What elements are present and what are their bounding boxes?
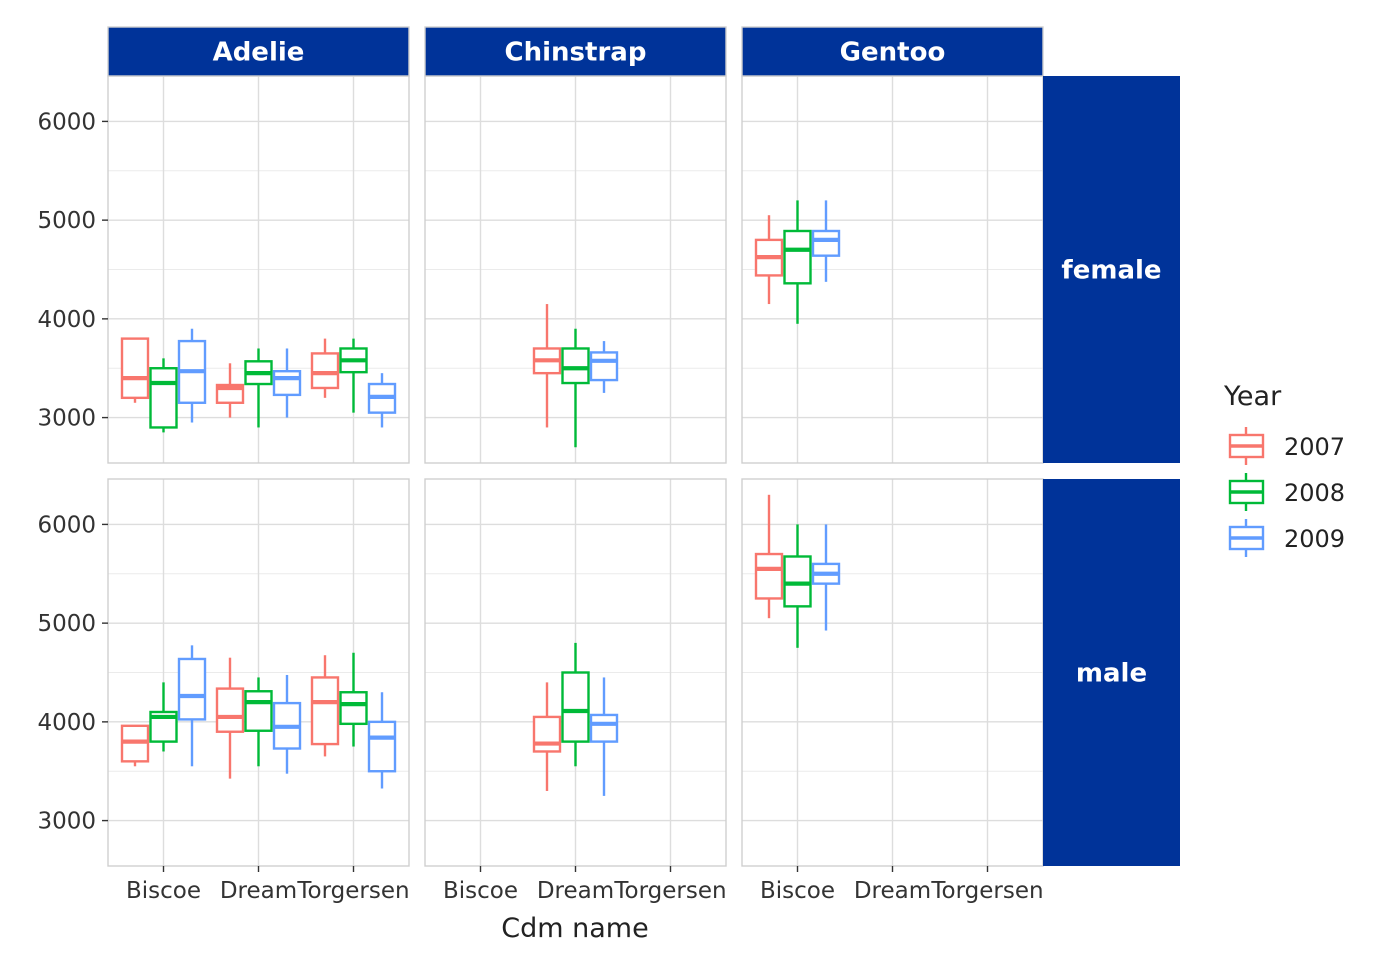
box-body (177, 657, 207, 721)
box-adelie-female-biscoe-2007 (120, 337, 150, 403)
box-adelie-female-torgersen-2008 (339, 338, 368, 413)
y-tick-label: 6000 (37, 109, 96, 135)
box-adelie-male-dream-2008 (244, 677, 273, 767)
x-tick-label: Biscoe (126, 878, 201, 904)
box-gentoo-male-biscoe-2008 (783, 524, 812, 648)
x-tick-label: Torgersen (296, 878, 409, 904)
legend: Year 2007 2008 2009 (1223, 381, 1345, 557)
y-tick-label: 5000 (37, 208, 96, 234)
box-body (561, 347, 590, 385)
y-tick-label: 3000 (37, 406, 96, 432)
legend-label: 2008 (1284, 479, 1345, 507)
box-body (589, 351, 619, 382)
box-body (310, 352, 340, 390)
box-marks (120, 200, 841, 796)
box-chinstrap-female-dream-2008 (561, 328, 590, 448)
box-body (339, 691, 368, 726)
box-adelie-male-torgersen-2009 (367, 692, 397, 789)
x-axes: Biscoe Dream Torgersen Biscoe Dream Torgersen… (126, 866, 1044, 904)
box-gentoo-female-biscoe-2007 (754, 215, 784, 305)
strip-adelie: Adelie (107, 26, 410, 77)
box-adelie-male-dream-2009 (272, 674, 302, 774)
facet-strips: Adelie Chinstrap Gentoo female male (107, 26, 1180, 866)
x-tick-label: Dream (220, 878, 297, 904)
box-adelie-female-biscoe-2008 (149, 358, 178, 433)
box-adelie-female-torgersen-2007 (310, 338, 340, 398)
box-body (244, 690, 273, 732)
box-chinstrap-male-dream-2008 (561, 642, 590, 767)
y-tick-label: 6000 (37, 512, 96, 538)
legend-label: 2007 (1284, 433, 1345, 461)
strip-male: male (1043, 479, 1180, 866)
box-body (811, 229, 841, 257)
box-chinstrap-female-dream-2007 (532, 304, 562, 428)
strip-label: Chinstrap (505, 38, 647, 68)
strip-label: male (1076, 659, 1147, 689)
x-tick-label: Biscoe (443, 878, 518, 904)
box-adelie-male-biscoe-2008 (149, 682, 178, 752)
box-body (754, 552, 784, 600)
box-gentoo-female-biscoe-2009 (811, 200, 841, 282)
strip-background (424, 26, 727, 77)
box-body (783, 555, 812, 608)
x-tick-label: Dream (537, 878, 614, 904)
box-adelie-female-torgersen-2009 (367, 373, 397, 428)
y-tick-label: 4000 (37, 710, 96, 736)
box-adelie-male-dream-2007 (215, 657, 245, 779)
x-axis-title: Cdm name (501, 913, 648, 944)
strip-background (1043, 479, 1180, 866)
box-body (272, 369, 302, 397)
legend-key-2009: 2009 (1228, 519, 1345, 557)
legend-key-2008: 2008 (1228, 473, 1345, 511)
strip-label: Adelie (213, 38, 305, 68)
box-gentoo-female-biscoe-2008 (783, 200, 812, 324)
box-body (589, 713, 619, 743)
box-gentoo-male-biscoe-2007 (754, 494, 784, 619)
box-body (561, 671, 590, 743)
y-tick-label: 3000 (37, 809, 96, 835)
y-tick-label: 4000 (37, 307, 96, 333)
strip-background (107, 26, 410, 77)
box-gentoo-male-biscoe-2009 (811, 524, 841, 631)
box-chinstrap-male-dream-2009 (589, 677, 619, 796)
box-chinstrap-female-dream-2009 (589, 341, 619, 393)
box-adelie-female-dream-2008 (244, 348, 273, 428)
box-body (783, 229, 812, 285)
box-adelie-female-dream-2007 (215, 363, 245, 418)
box-adelie-male-torgersen-2007 (310, 655, 340, 757)
legend-key-2007: 2007 (1228, 427, 1345, 465)
y-axes: 3000 4000 5000 6000 3000 4000 5000 6000 (37, 109, 108, 835)
box-body (532, 715, 562, 753)
box-adelie-male-biscoe-2007 (120, 724, 150, 767)
y-tick-label: 5000 (37, 611, 96, 637)
box-adelie-male-biscoe-2009 (177, 645, 207, 767)
legend-title: Year (1223, 381, 1282, 412)
strip-label: female (1061, 256, 1161, 286)
box-chinstrap-male-dream-2007 (532, 682, 562, 791)
strip-female: female (1043, 76, 1180, 463)
legend-label: 2009 (1284, 525, 1345, 553)
box-body (120, 337, 150, 400)
strip-chinstrap: Chinstrap (424, 26, 727, 77)
box-adelie-female-dream-2009 (272, 348, 302, 418)
strip-gentoo: Gentoo (741, 26, 1044, 77)
box-body (310, 676, 340, 746)
box-body (367, 720, 397, 773)
panel-adelie-male (107, 478, 410, 867)
strip-label: Gentoo (840, 38, 946, 68)
box-adelie-female-biscoe-2009 (177, 328, 207, 423)
x-tick-label: Torgersen (930, 878, 1043, 904)
box-body (149, 367, 178, 429)
x-tick-label: Torgersen (613, 878, 726, 904)
strip-background (741, 26, 1044, 77)
strip-background (1043, 76, 1180, 463)
facet-panels (107, 75, 1044, 867)
x-tick-label: Dream (854, 878, 931, 904)
box-body (215, 687, 245, 733)
box-adelie-male-torgersen-2008 (339, 652, 368, 747)
x-tick-label: Biscoe (760, 878, 835, 904)
panel-gentoo-male (741, 478, 1044, 867)
